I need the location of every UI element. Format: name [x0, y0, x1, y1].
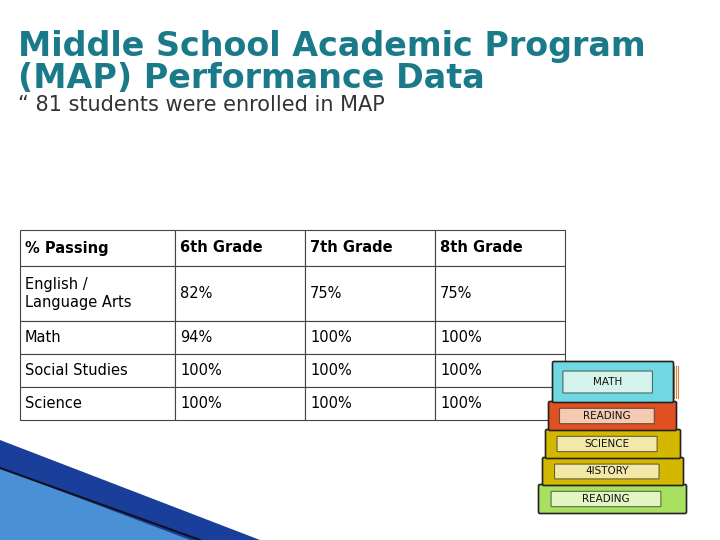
Text: 82%: 82% — [180, 286, 212, 301]
Text: 75%: 75% — [440, 286, 472, 301]
Text: 100%: 100% — [180, 363, 222, 378]
Bar — [435, 354, 565, 387]
Bar — [20, 321, 175, 354]
Bar — [175, 266, 305, 321]
Text: 100%: 100% — [180, 396, 222, 411]
Bar — [435, 266, 565, 321]
Polygon shape — [0, 440, 260, 540]
Text: MATH: MATH — [593, 377, 622, 387]
Bar — [305, 354, 435, 387]
FancyBboxPatch shape — [539, 484, 686, 514]
FancyBboxPatch shape — [551, 491, 661, 507]
Text: READING: READING — [583, 411, 631, 421]
Text: Math: Math — [25, 330, 62, 345]
FancyBboxPatch shape — [546, 429, 680, 458]
FancyBboxPatch shape — [563, 371, 652, 393]
Bar — [20, 354, 175, 387]
Text: 6th Grade: 6th Grade — [180, 240, 263, 255]
Text: % Passing: % Passing — [25, 240, 109, 255]
Bar — [305, 230, 435, 266]
Text: 100%: 100% — [440, 396, 482, 411]
Text: “ 81 students were enrolled in MAP: “ 81 students were enrolled in MAP — [18, 95, 384, 115]
Bar — [305, 387, 435, 420]
FancyBboxPatch shape — [542, 457, 683, 485]
Bar — [435, 387, 565, 420]
Bar — [435, 230, 565, 266]
Text: 8th Grade: 8th Grade — [440, 240, 523, 255]
Bar — [175, 230, 305, 266]
Text: 100%: 100% — [440, 363, 482, 378]
Text: 100%: 100% — [310, 330, 352, 345]
Bar — [175, 321, 305, 354]
Text: 75%: 75% — [310, 286, 343, 301]
Text: 100%: 100% — [440, 330, 482, 345]
Bar — [20, 266, 175, 321]
Text: Social Studies: Social Studies — [25, 363, 127, 378]
Bar — [175, 354, 305, 387]
Text: READING: READING — [582, 494, 630, 504]
FancyBboxPatch shape — [557, 436, 657, 451]
Bar — [20, 387, 175, 420]
Text: English /
Language Arts: English / Language Arts — [25, 277, 132, 310]
Bar — [305, 321, 435, 354]
FancyBboxPatch shape — [554, 464, 659, 479]
FancyBboxPatch shape — [549, 402, 677, 430]
Bar — [435, 321, 565, 354]
Text: Middle School Academic Program: Middle School Academic Program — [18, 30, 646, 63]
Bar — [175, 387, 305, 420]
Text: 100%: 100% — [310, 363, 352, 378]
Text: 100%: 100% — [310, 396, 352, 411]
FancyBboxPatch shape — [552, 361, 673, 402]
Text: 4ISTORY: 4ISTORY — [585, 467, 629, 476]
Polygon shape — [0, 468, 190, 540]
Text: SCIENCE: SCIENCE — [585, 439, 629, 449]
Text: (MAP) Performance Data: (MAP) Performance Data — [18, 62, 485, 95]
Text: 7th Grade: 7th Grade — [310, 240, 392, 255]
Text: 94%: 94% — [180, 330, 212, 345]
Bar — [20, 230, 175, 266]
Text: Science: Science — [25, 396, 82, 411]
Bar — [305, 266, 435, 321]
FancyBboxPatch shape — [559, 408, 654, 424]
